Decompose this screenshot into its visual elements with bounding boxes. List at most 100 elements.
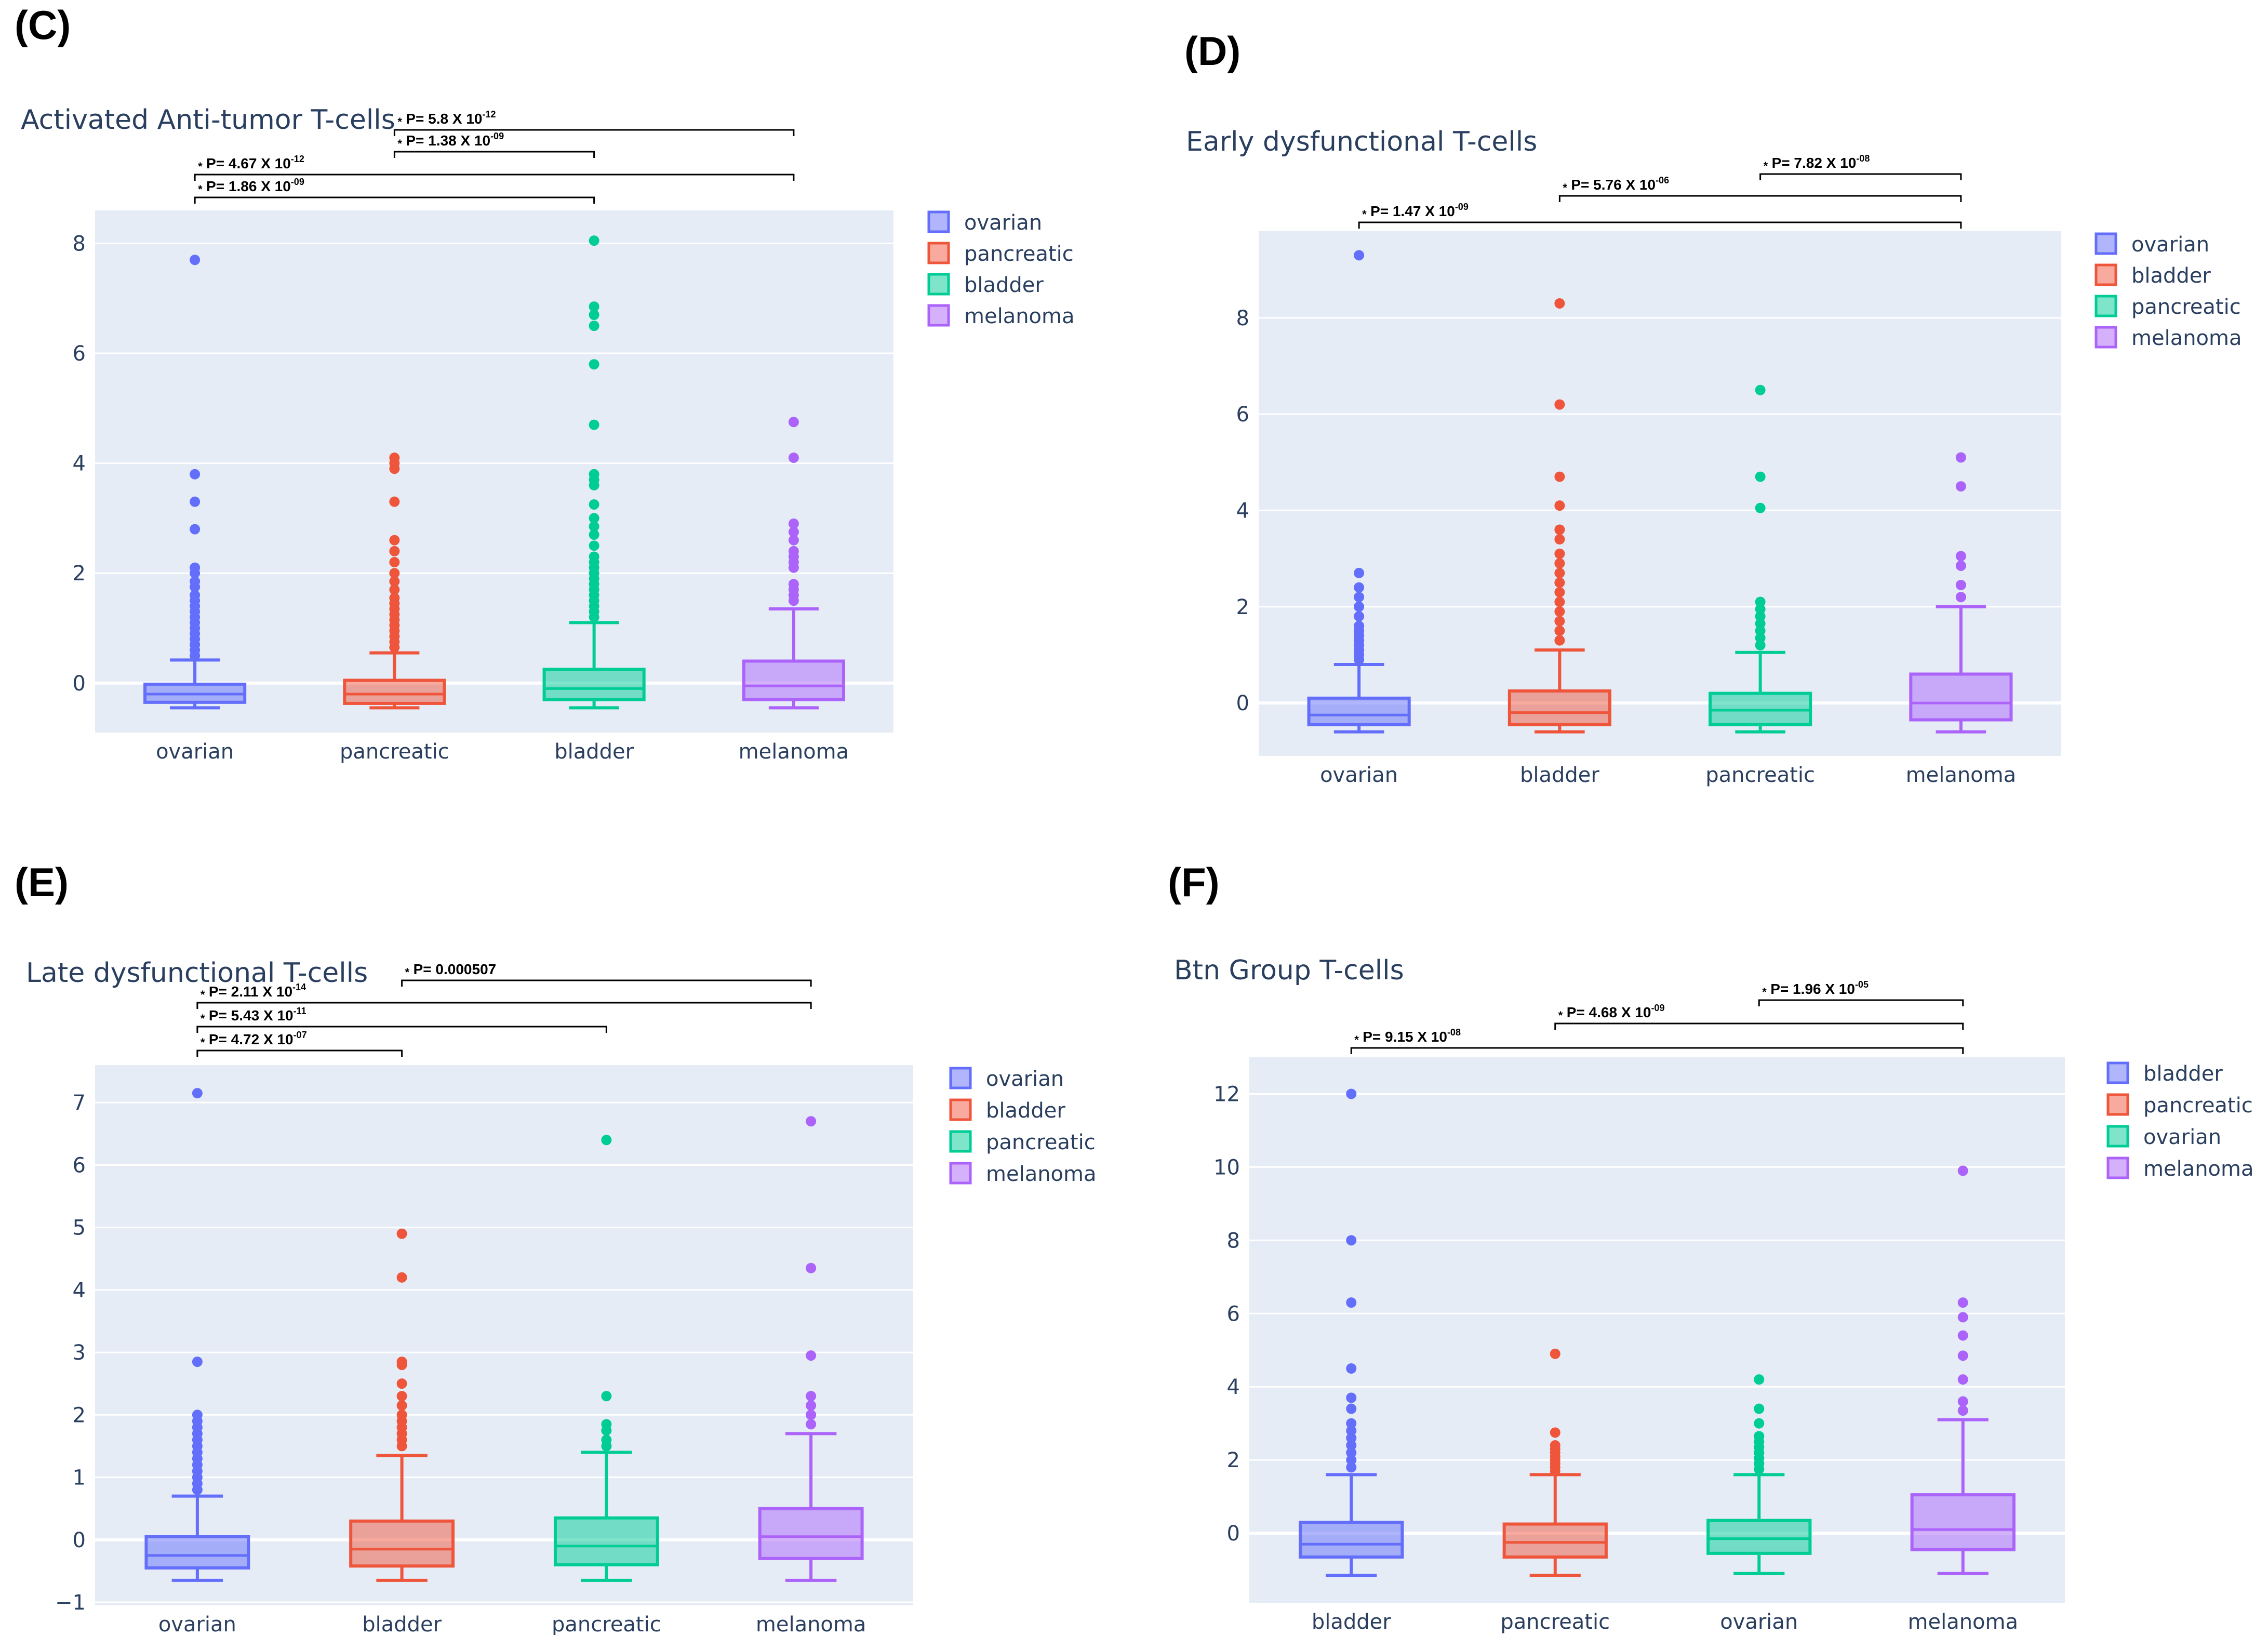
outlier-point bbox=[788, 535, 799, 546]
y-tick-label: 4 bbox=[73, 452, 86, 476]
star-mark: * bbox=[1362, 208, 1367, 221]
outlier-point bbox=[1955, 560, 1966, 571]
x-tick-label: melanoma bbox=[739, 740, 849, 764]
legend-swatch-pancreatic bbox=[927, 242, 950, 264]
outlier-point bbox=[601, 1419, 612, 1430]
outlier-point bbox=[1957, 1312, 1968, 1323]
legend-label-pancreatic: pancreatic bbox=[2131, 295, 2241, 319]
box-body bbox=[1307, 696, 1411, 726]
outlier-point bbox=[1550, 1440, 1560, 1451]
outlier-point bbox=[1354, 567, 1365, 578]
x-tick-label: bladder bbox=[554, 740, 634, 764]
outlier-point bbox=[601, 1434, 612, 1445]
outlier-point bbox=[589, 469, 599, 480]
bracket-line bbox=[1759, 173, 1962, 180]
box-body bbox=[349, 1519, 455, 1568]
outlier-point bbox=[192, 1410, 203, 1420]
outlier-point bbox=[396, 1357, 407, 1367]
outlier-point bbox=[1354, 582, 1365, 593]
bracket-line bbox=[1350, 1047, 1964, 1054]
significance-bracket: * P= 1.96 X 10-05 bbox=[1758, 979, 1964, 1006]
significance-bracket: * P= 4.72 X 10-07 bbox=[196, 1030, 403, 1057]
star-mark: * bbox=[201, 1036, 205, 1049]
panel-label: (D) bbox=[1184, 28, 1240, 74]
box-bladder bbox=[542, 235, 646, 710]
outlier-point bbox=[1755, 618, 1766, 629]
outlier-point bbox=[190, 255, 201, 265]
outlier-point bbox=[1755, 596, 1766, 607]
x-tick-label: melanoma bbox=[756, 1613, 866, 1635]
y-tick-label: 1 bbox=[73, 1466, 86, 1490]
outlier-point bbox=[389, 546, 400, 556]
outlier-point bbox=[1346, 1425, 1357, 1436]
outlier-point bbox=[806, 1400, 817, 1411]
outlier-point bbox=[1755, 640, 1766, 650]
y-tick-label: 8 bbox=[1236, 307, 1249, 330]
outlier-point bbox=[788, 546, 799, 556]
legend-label-bladder: bladder bbox=[986, 1099, 1065, 1123]
box-pancreatic bbox=[343, 453, 446, 710]
outlier-point bbox=[190, 496, 201, 507]
box-body bbox=[1910, 1493, 2016, 1551]
y-tick-label: 3 bbox=[73, 1341, 86, 1365]
outlier-point bbox=[1554, 577, 1565, 588]
outlier-point bbox=[1554, 596, 1565, 607]
box-body bbox=[542, 668, 646, 701]
box-bladder bbox=[1507, 298, 1611, 734]
outlier-point bbox=[589, 419, 599, 430]
panel-label: (F) bbox=[1168, 859, 1220, 905]
chart-title: Late dysfunctional T-cells bbox=[26, 958, 368, 989]
y-tick-label: 8 bbox=[1227, 1229, 1240, 1253]
y-tick-label: 2 bbox=[1227, 1448, 1240, 1472]
outlier-point bbox=[1354, 592, 1365, 603]
x-tick-label: bladder bbox=[1312, 1610, 1391, 1634]
y-tick-label: 10 bbox=[1213, 1155, 1240, 1179]
y-tick-label: 4 bbox=[73, 1279, 86, 1302]
legend-swatch-melanoma bbox=[949, 1162, 972, 1185]
box-bladder bbox=[1299, 1088, 1404, 1577]
outlier-point bbox=[1554, 471, 1565, 482]
p-value-exponent: -05 bbox=[1855, 979, 1869, 990]
legend-label-bladder: bladder bbox=[2131, 264, 2211, 288]
panel-label: (C) bbox=[15, 2, 71, 48]
significance-bracket: * P= 1.38 X 10-09 bbox=[393, 131, 595, 158]
legend-swatch-pancreatic bbox=[2106, 1093, 2129, 1116]
legend-label-pancreatic: pancreatic bbox=[986, 1131, 1096, 1154]
outlier-point bbox=[1346, 1440, 1357, 1451]
y-tick-label: 0 bbox=[73, 1528, 86, 1552]
legend-swatch-pancreatic bbox=[2094, 295, 2117, 317]
box-body bbox=[1909, 672, 2013, 722]
outlier-point bbox=[1354, 250, 1365, 261]
legend-label-pancreatic: pancreatic bbox=[964, 242, 1074, 266]
outlier-point bbox=[1955, 580, 1966, 591]
outlier-point bbox=[1346, 1392, 1357, 1403]
outlier-point bbox=[396, 1378, 407, 1389]
legend-swatch-melanoma bbox=[927, 304, 950, 327]
legend-swatch-ovarian bbox=[2106, 1125, 2129, 1148]
significance-bracket: * P= 1.47 X 10-09 bbox=[1358, 202, 1962, 229]
outlier-point bbox=[389, 496, 400, 507]
legend-swatch-melanoma bbox=[2094, 326, 2117, 349]
outlier-point bbox=[788, 526, 799, 537]
outlier-point bbox=[1755, 471, 1766, 482]
significance-bracket: * P= 4.67 X 10-12 bbox=[194, 154, 795, 181]
p-value-exponent: -12 bbox=[482, 109, 496, 119]
x-tick-label: pancreatic bbox=[340, 740, 449, 764]
chart-title: Activated Anti-tumor T-cells bbox=[21, 104, 395, 136]
p-value-exponent: -09 bbox=[490, 131, 504, 141]
p-value-exponent: -09 bbox=[1455, 202, 1469, 212]
outlier-point bbox=[396, 1228, 407, 1239]
bracket-line bbox=[196, 1049, 403, 1057]
outlier-point bbox=[788, 453, 799, 463]
outlier-point bbox=[1554, 616, 1565, 627]
outlier-point bbox=[1957, 1405, 1968, 1416]
box-pancreatic bbox=[1502, 1348, 1608, 1577]
outlier-point bbox=[589, 359, 599, 370]
y-tick-label: 6 bbox=[1236, 403, 1249, 427]
outlier-point bbox=[1755, 611, 1766, 622]
outlier-point bbox=[1554, 587, 1565, 597]
significance-bracket: * P= 5.43 X 10-11 bbox=[196, 1006, 607, 1033]
bracket-line bbox=[1558, 195, 1962, 202]
outlier-point bbox=[589, 321, 599, 331]
